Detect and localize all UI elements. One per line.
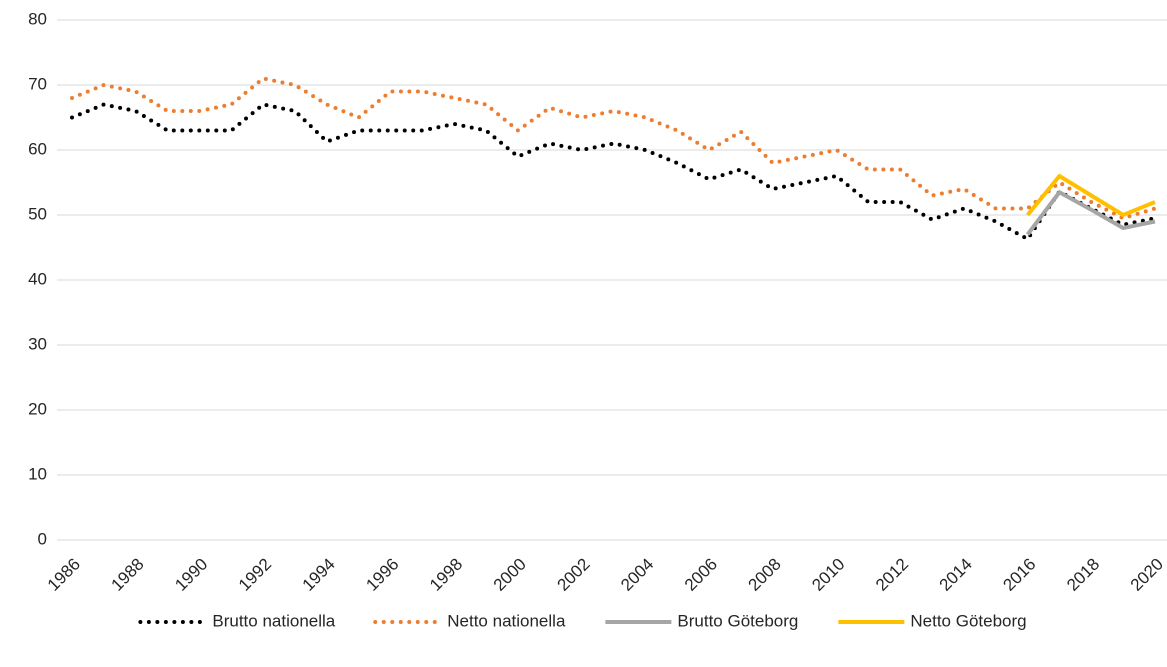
y-tick-label: 60 (28, 139, 47, 158)
y-tick-label: 50 (28, 204, 47, 223)
legend-label: Brutto Göteborg (677, 611, 798, 630)
y-tick-label: 10 (28, 464, 47, 483)
y-tick-label: 40 (28, 269, 47, 288)
y-tick-label: 20 (28, 399, 47, 418)
legend-label: Netto Göteborg (910, 611, 1026, 630)
x-tick-label: 2010 (808, 555, 848, 595)
x-tick-label: 2014 (936, 555, 976, 595)
x-tick-label: 2016 (999, 555, 1039, 595)
x-tick-label: 1998 (426, 555, 466, 595)
x-tick-label: 2006 (681, 555, 721, 595)
legend: Brutto nationella Netto nationella Brutto … (138, 611, 1027, 630)
y-tick-label: 0 (38, 529, 47, 548)
x-tick-label: 2002 (553, 555, 593, 595)
legend-label: Netto nationella (447, 611, 566, 630)
x-tick-label: 2008 (745, 555, 785, 595)
series-line (70, 76, 1157, 221)
x-tick-label: 1986 (44, 555, 84, 595)
series-line (1026, 174, 1156, 217)
y-tick-label: 30 (28, 334, 47, 353)
y-tick-label: 70 (28, 74, 47, 93)
series-line (70, 102, 1157, 242)
x-tick-label: 1988 (108, 555, 148, 595)
x-tick-label: 2004 (617, 555, 657, 595)
series-line (1025, 190, 1156, 236)
x-tick-label: 2012 (872, 555, 912, 595)
y-tick-label: 80 (28, 9, 47, 28)
x-tick-label: 1990 (171, 555, 211, 595)
x-tick-label: 2020 (1127, 555, 1167, 595)
x-tick-label: 1994 (299, 555, 339, 595)
x-tick-label: 1992 (235, 555, 275, 595)
legend-label: Brutto nationella (212, 611, 335, 630)
x-tick-label: 2000 (490, 555, 530, 595)
x-tick-label: 2018 (1063, 555, 1103, 595)
x-tick-label: 1996 (362, 555, 402, 595)
